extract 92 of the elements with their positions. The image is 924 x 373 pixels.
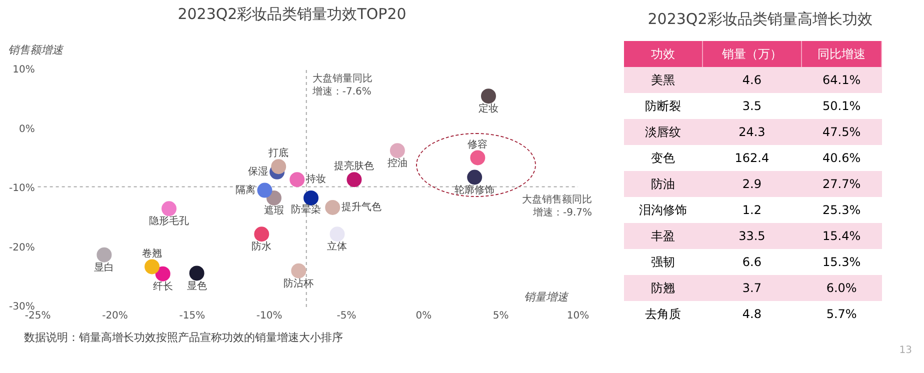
category-label: 丰盈 (624, 223, 702, 249)
data-label: 15.3% (802, 249, 882, 275)
y-tick-label: 10% (12, 64, 35, 76)
data-label: 1.2 (702, 197, 802, 223)
point (470, 150, 486, 166)
ref-line-label: 大盘销售额同比增速：-9.7% (522, 193, 592, 218)
series-label: 修容 (468, 138, 488, 150)
data-label: 40.6% (802, 145, 882, 171)
series-label: 防沾杯 (284, 277, 314, 290)
series-label: 轮廓修饰 (454, 184, 495, 196)
y-tick-label: -20% (8, 242, 35, 254)
data-label: 50.1% (802, 93, 882, 119)
data-label: 6.6 (702, 249, 802, 275)
category-label: 防油 (624, 171, 702, 197)
series-label: 防水 (252, 240, 272, 253)
series-label: 保湿 (248, 166, 268, 178)
chart-title: 2023Q2彩妆品类销量功效TOP20 (178, 4, 406, 23)
point (467, 170, 482, 185)
point (266, 190, 282, 206)
ref-line-label: 大盘销量同比增速：-7.6% (311, 72, 372, 98)
series-label: 打底 (268, 147, 289, 160)
point (254, 226, 270, 242)
category-label: 防断裂 (624, 93, 702, 119)
data-label: 24.3 (702, 119, 802, 145)
y-tick-label: -10% (8, 183, 35, 194)
point (304, 190, 319, 206)
category-label: 去角质 (624, 301, 702, 327)
data-label: 15.4% (802, 223, 882, 249)
series-label: 定妆 (478, 102, 498, 115)
point (330, 226, 345, 242)
point (271, 159, 286, 174)
point (257, 182, 272, 198)
data-label: 2.9 (702, 171, 802, 197)
series-label: 持妆 (306, 173, 326, 186)
series-label: 提亮肤色 (334, 160, 374, 172)
category-label: 泪沟修饰 (624, 197, 702, 223)
x-tick-label: 5% (492, 310, 509, 322)
x-tick-label: 0% (416, 310, 432, 322)
point (155, 266, 170, 282)
y-axis-title: 销售额增速 (8, 43, 64, 56)
series-label: 立体 (327, 240, 348, 253)
y-tick-label: 0% (18, 124, 35, 135)
category-label: 淡唇纹 (624, 119, 702, 145)
series-label: 控油 (387, 157, 408, 170)
category-label: 美黑 (624, 67, 702, 93)
series-label: 销量（万） (702, 41, 802, 67)
series-label: 纤长 (152, 280, 173, 292)
series-label: 遮瑕 (264, 204, 284, 217)
category-label: 防翘 (624, 275, 702, 301)
data-label: 4.6 (702, 67, 802, 93)
point (290, 172, 305, 188)
data-label: 64.1% (802, 67, 882, 93)
data-label: 3.5 (702, 93, 802, 119)
data-label: 6.0% (802, 275, 882, 301)
x-tick-label: -25% (24, 310, 51, 322)
point (325, 200, 340, 215)
point (390, 143, 405, 158)
data-label: 27.7% (802, 171, 882, 197)
series-label: 隐形毛孔 (149, 215, 190, 228)
data-label: 33.5 (702, 223, 802, 249)
series-label: 卷翘 (142, 247, 162, 260)
series-label: 显白 (94, 261, 114, 274)
text: 数据说明：销量高增长功效按照产品宣称功效的销量增速大小排序 (24, 330, 343, 345)
series-label: 提升气色 (342, 201, 382, 214)
text: 功效 (624, 41, 702, 67)
series-label: 显色 (186, 280, 207, 292)
series-label: 防晕染 (291, 204, 322, 216)
x-axis-title: 销量增速 (524, 290, 569, 304)
point (291, 263, 306, 278)
point (144, 259, 160, 274)
text: 13 (899, 345, 912, 356)
point (480, 88, 496, 104)
x-tick-label: -10% (256, 310, 282, 322)
data-label: 47.5% (802, 119, 882, 145)
data-label: 3.7 (702, 275, 802, 301)
point (96, 247, 112, 262)
data-label: 5.7% (802, 301, 882, 327)
data-label: 162.4 (702, 145, 802, 171)
series-label: 隔离 (236, 184, 256, 196)
x-tick-label: -15% (179, 310, 206, 322)
point (346, 172, 362, 188)
data-label: 4.8 (702, 301, 802, 327)
category-label: 强韧 (624, 249, 702, 275)
category-label: 变色 (624, 145, 702, 171)
series-label: 同比增速 (802, 41, 882, 67)
x-tick-label: -5% (336, 310, 356, 322)
point (189, 266, 204, 281)
text: 2023Q2彩妆品类销量高增长功效 (646, 10, 874, 29)
x-tick-label: -20% (102, 310, 128, 322)
x-tick-label: 10% (566, 310, 590, 322)
point (162, 201, 177, 216)
data-label: 25.3% (802, 197, 882, 223)
